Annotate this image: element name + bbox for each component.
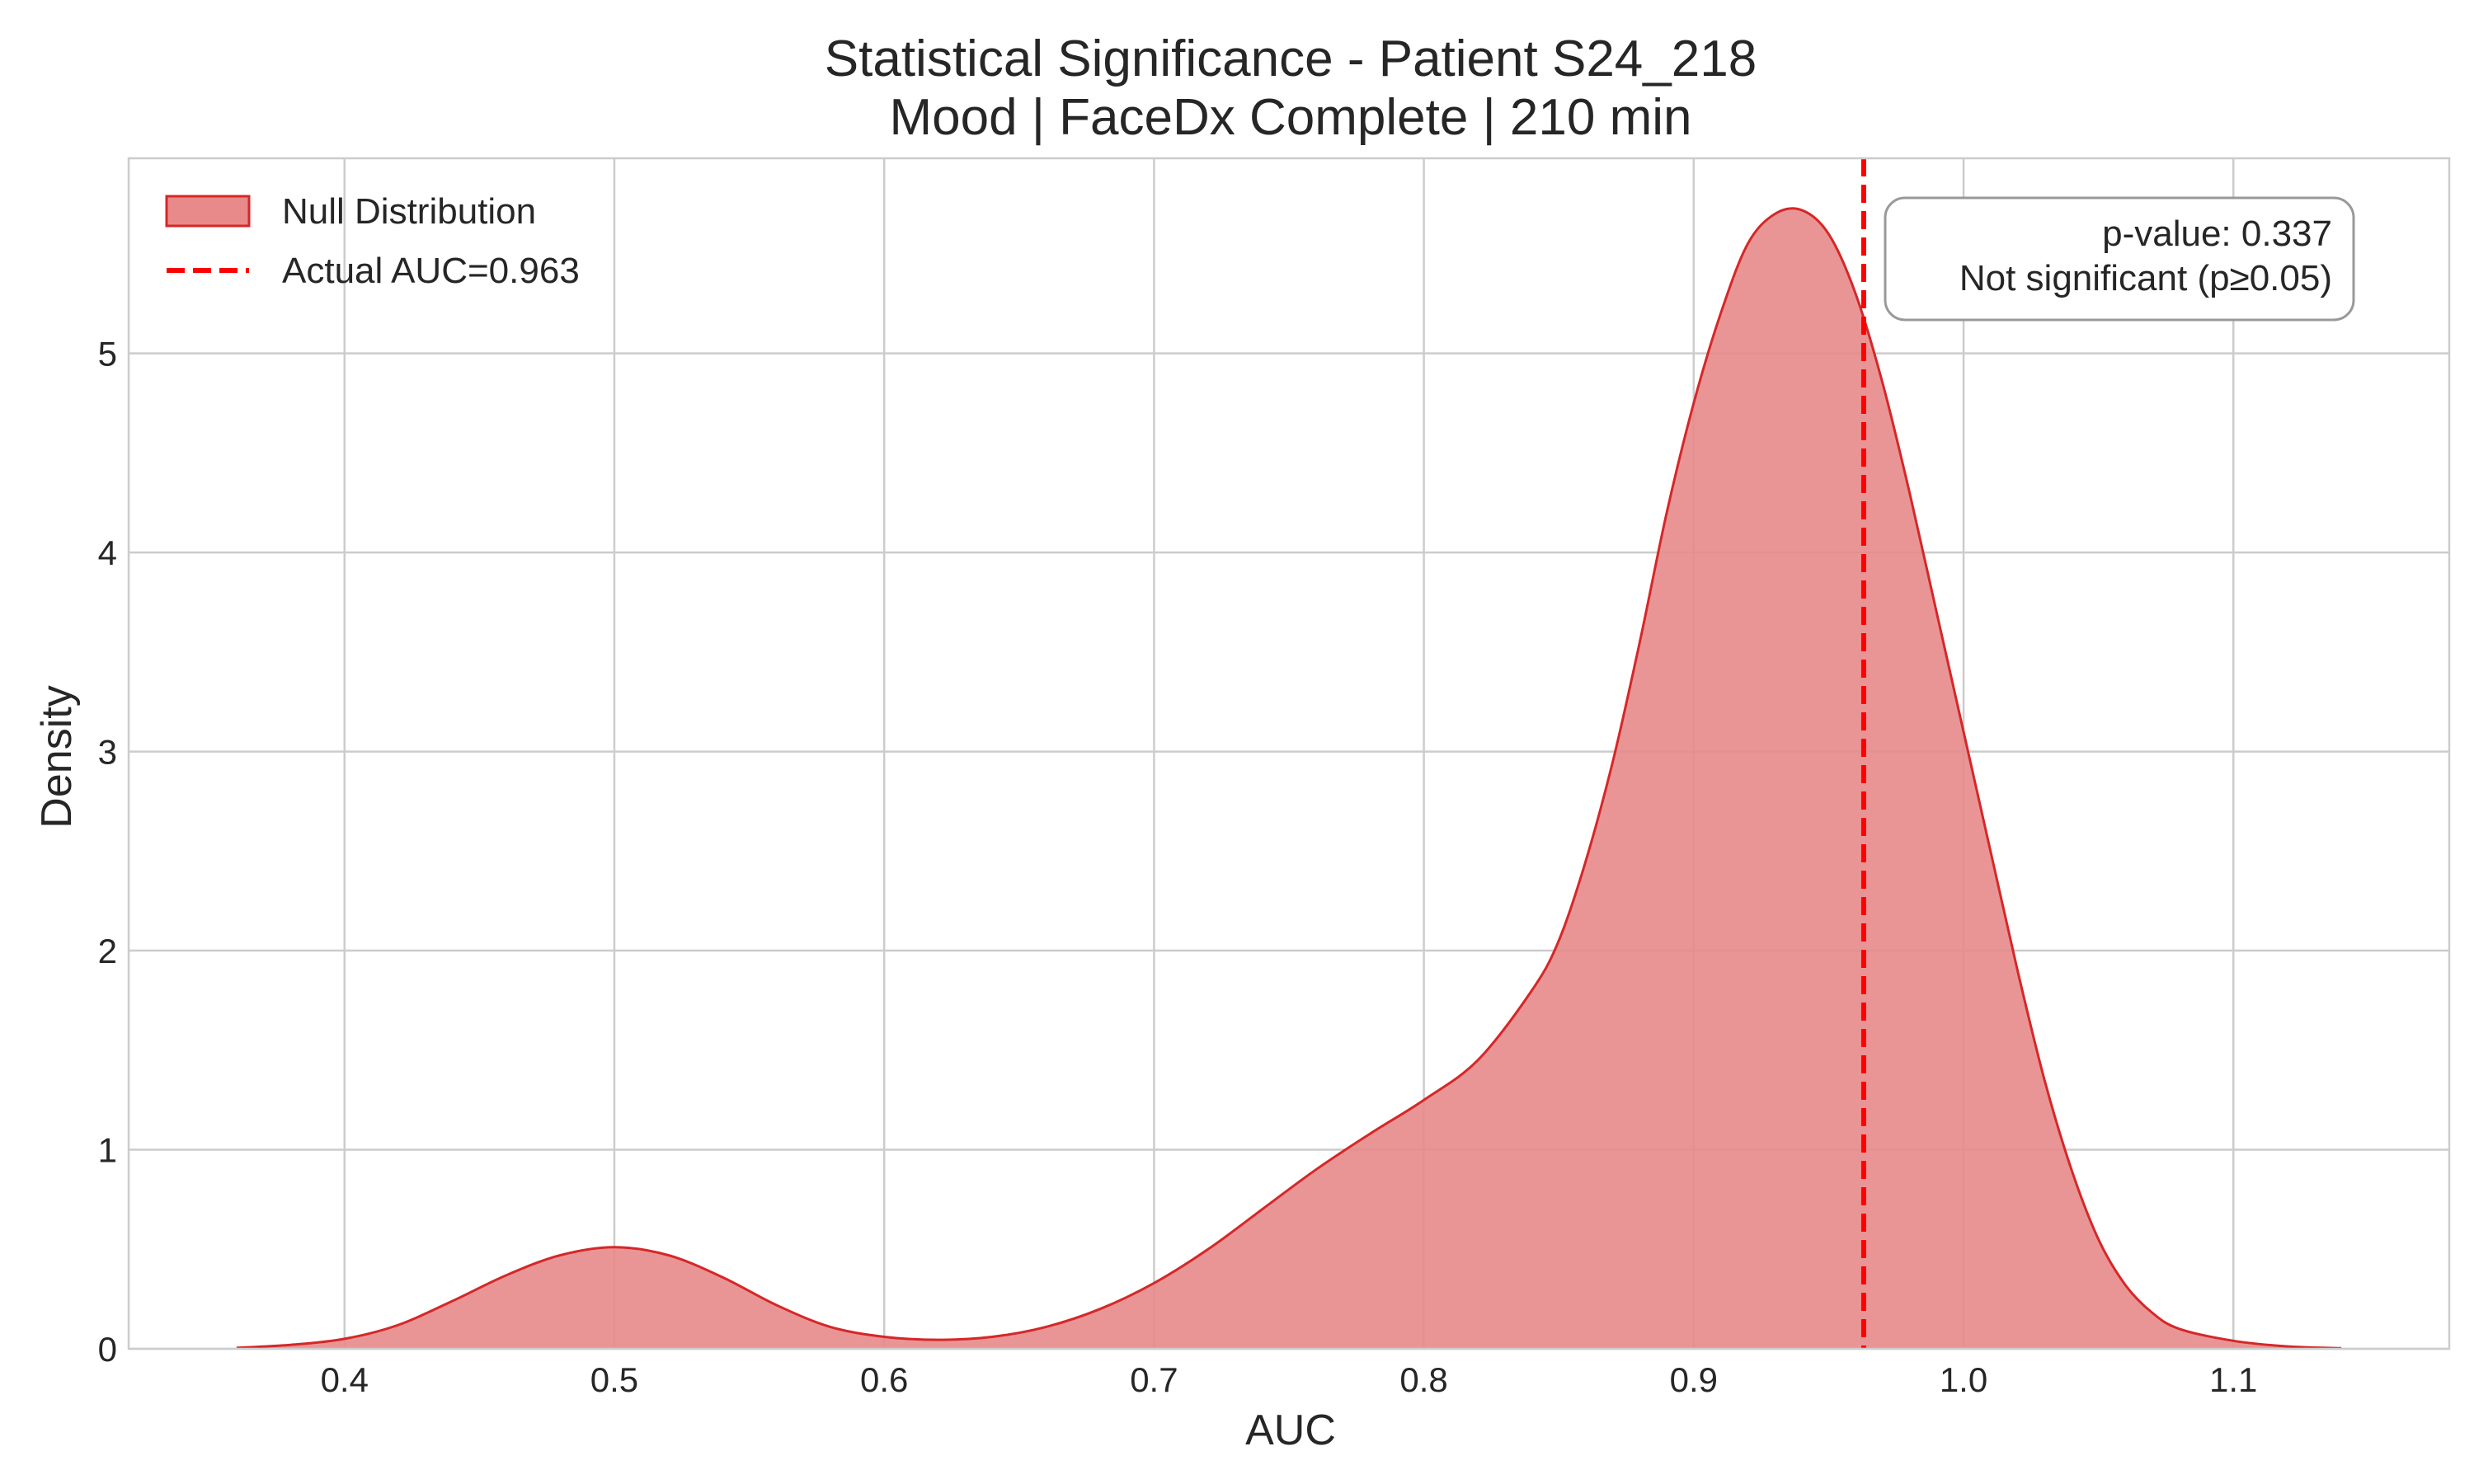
annotation-box (1884, 196, 2355, 322)
y-tick-label: 4 (98, 533, 117, 572)
x-tick-label: 0.4 (321, 1360, 369, 1399)
y-tick-label: 5 (98, 335, 117, 373)
x-tick-label: 1.1 (2209, 1360, 2257, 1399)
legend-label-actual-auc: Actual AUC=0.963 (282, 251, 580, 291)
chart-subtitle: Mood | FaceDx Complete | 210 min (890, 89, 1692, 146)
legend-label-null-distribution: Null Distribution (282, 191, 536, 232)
x-tick-label: 0.5 (590, 1360, 638, 1399)
plot-frame (127, 157, 2451, 1350)
y-axis-label: Density (33, 685, 81, 828)
null-distribution-area (236, 208, 2342, 1349)
y-axis-ticks: 0 1 2 3 4 5 (98, 335, 117, 1369)
x-tick-label: 0.7 (1130, 1360, 1178, 1399)
legend-swatch-null-distribution (165, 195, 251, 228)
y-tick-label: 3 (98, 733, 117, 772)
y-tick-label: 1 (98, 1131, 117, 1170)
p-value-annotation: p-value: 0.337 Not significant (p≥0.05) (1884, 196, 2355, 322)
x-tick-label: 0.6 (860, 1360, 908, 1399)
legend: Null Distribution Actual AUC=0.963 (165, 191, 580, 291)
chart-title: Statistical Significance - Patient S24_2… (825, 31, 1757, 87)
y-tick-label: 2 (98, 932, 117, 970)
y-tick-label: 0 (98, 1330, 117, 1369)
x-axis-ticks: 0.4 0.5 0.6 0.7 0.8 0.9 1.0 1.1 (321, 1360, 2258, 1399)
annotation-significance: Not significant (p≥0.05) (1959, 258, 2332, 298)
x-tick-label: 0.9 (1670, 1360, 1718, 1399)
x-tick-label: 0.8 (1399, 1360, 1447, 1399)
plot-area (236, 207, 2342, 1350)
annotation-p-value: p-value: 0.337 (2102, 214, 2332, 254)
x-tick-label: 1.0 (1940, 1360, 1987, 1399)
x-axis-label: AUC (1245, 1407, 1336, 1454)
null-distribution-curve (236, 207, 2342, 1350)
